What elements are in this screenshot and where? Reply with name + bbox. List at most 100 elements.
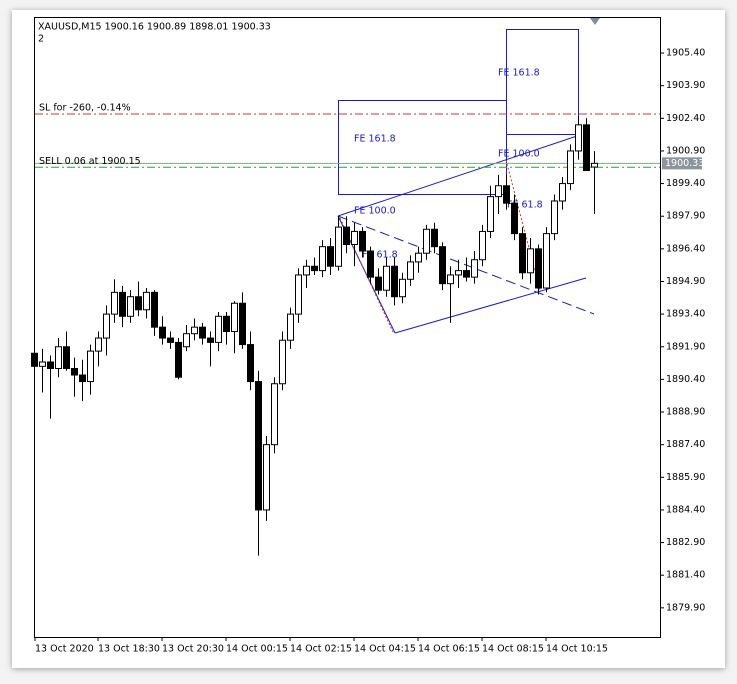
y-tick-label: 1885.90 — [666, 472, 705, 483]
y-tick-label: 1900.90 — [666, 145, 705, 156]
candle-body — [63, 346, 70, 370]
y-tick-label: 1905.40 — [666, 48, 705, 59]
candle-body — [263, 444, 270, 511]
chart-card — [12, 10, 725, 668]
candle-body — [343, 226, 350, 245]
fe-label: FE 100.0 — [498, 149, 540, 160]
x-tick-label: 14 Oct 06:15 — [418, 644, 480, 655]
fe-label: FE 61.8 — [362, 250, 398, 261]
current-price-box — [662, 157, 702, 170]
candle-body — [535, 248, 542, 289]
candle-body — [55, 346, 62, 370]
candle-body — [95, 337, 102, 352]
candle-body — [191, 326, 198, 335]
candle-body — [511, 202, 518, 235]
candle-body — [543, 233, 550, 289]
candle-body — [375, 276, 382, 291]
y-tick-label: 1891.90 — [666, 341, 705, 352]
y-tick-label: 1882.90 — [666, 537, 705, 548]
candle-body — [183, 333, 190, 348]
y-tick-label: 1879.90 — [666, 602, 705, 613]
x-tick-label: 13 Oct 20:30 — [162, 644, 224, 655]
candle-body — [431, 228, 438, 248]
candle-body — [103, 313, 110, 339]
candle-body — [31, 352, 38, 367]
candle-body — [407, 261, 414, 280]
x-tick-label: 13 Oct 2020 — [35, 644, 94, 655]
x-tick-label: 13 Oct 18:30 — [98, 644, 160, 655]
candle-body — [47, 361, 54, 370]
candle-body — [87, 350, 94, 383]
candle-body — [39, 361, 46, 367]
levels — [35, 113, 660, 168]
candle-body — [327, 246, 334, 267]
candle-body — [503, 185, 510, 204]
candle-body — [135, 296, 142, 311]
candle-body — [479, 230, 486, 261]
candle-body — [319, 246, 326, 272]
fe-box — [338, 100, 507, 195]
candle-body — [159, 326, 166, 339]
fe-line — [394, 277, 587, 334]
candle-body — [143, 291, 150, 311]
candle-body — [279, 339, 286, 385]
candle-body — [71, 368, 78, 376]
fe-line — [337, 134, 581, 217]
shift-marker — [590, 18, 600, 25]
candle-body — [287, 313, 294, 341]
y-tick-label: 1893.40 — [666, 309, 705, 320]
y-tick-label: 1896.40 — [666, 243, 705, 254]
candle-body — [175, 341, 182, 378]
candle-body — [383, 265, 390, 291]
y-tick-label: 1881.40 — [666, 570, 705, 581]
y-tick-label: 1894.90 — [666, 276, 705, 287]
candle-body — [583, 124, 590, 172]
candle-body — [591, 162, 598, 168]
fe-label: FE 61.8 — [507, 200, 543, 211]
candle-body — [207, 337, 214, 343]
candle-body — [223, 315, 230, 333]
x-tick-label: 14 Oct 08:15 — [482, 644, 544, 655]
x-tick-label: 14 Oct 02:15 — [290, 644, 352, 655]
candle-body — [447, 274, 454, 285]
y-tick-label: 1887.40 — [666, 439, 705, 450]
candle-body — [391, 265, 398, 298]
candle-body — [311, 265, 318, 272]
candle-body — [111, 291, 118, 315]
fe-label: FE 161.8 — [498, 68, 540, 79]
candle-body — [439, 246, 446, 285]
candle-body — [415, 252, 422, 263]
candle-body — [367, 250, 374, 278]
candle-body — [199, 326, 206, 339]
y-tick-label: 1897.90 — [666, 211, 705, 222]
candle-body — [295, 274, 302, 315]
candle-body — [559, 183, 566, 202]
candle-body — [167, 337, 174, 343]
plot-frame — [34, 17, 661, 638]
candle-body — [335, 226, 342, 267]
candle-body — [463, 270, 470, 278]
candle-body — [487, 196, 494, 232]
candle-body — [79, 374, 86, 383]
candle-body — [527, 248, 534, 274]
candle-body — [551, 200, 558, 235]
x-tick-label: 14 Oct 10:15 — [546, 644, 608, 655]
level-label: SL for -260, -0.14% — [39, 102, 131, 113]
candle-body — [423, 228, 430, 254]
y-tick-label: 1890.40 — [666, 374, 705, 385]
level-label: SELL 0.06 at 1900.15 — [39, 156, 141, 167]
candle-body — [215, 315, 222, 343]
candle-body — [303, 265, 310, 276]
x-tick-label: 14 Oct 04:15 — [354, 644, 416, 655]
candle-body — [247, 344, 254, 383]
fe-label: FE 161.8 — [354, 134, 396, 145]
candle-body — [271, 383, 278, 446]
current-price-label: 1900.33 — [665, 158, 704, 169]
chart-subtitle: 2 — [38, 34, 44, 45]
y-tick-label: 1884.40 — [666, 504, 705, 515]
candle-body — [575, 124, 582, 152]
candle-body — [471, 259, 478, 278]
fe-box — [506, 29, 579, 135]
